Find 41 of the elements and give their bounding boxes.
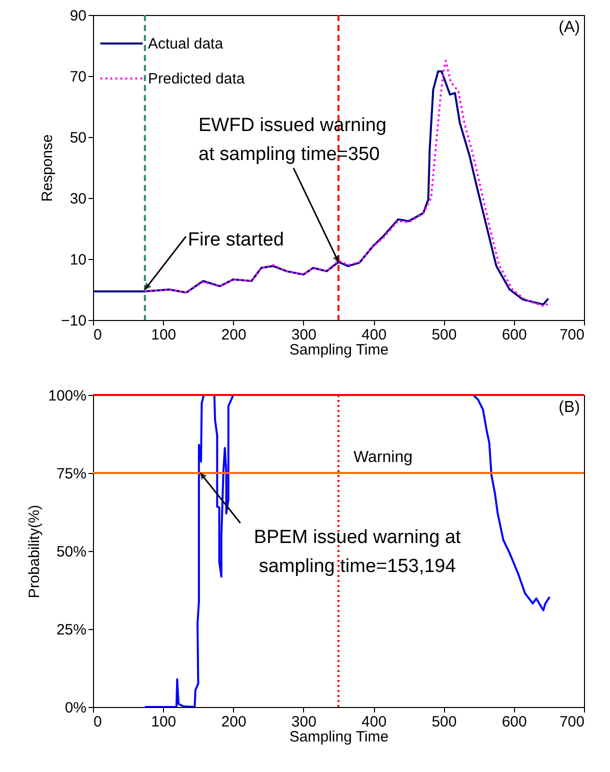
y-axis-title: Response xyxy=(39,134,56,202)
line-series xyxy=(144,60,550,308)
annotation: BPEM issued warning at sampling time=153,194 xyxy=(254,527,462,577)
y-tick-label: 0% xyxy=(64,700,86,716)
y-axis-title: Probability(%) xyxy=(26,504,44,598)
x-tick-label: 500 xyxy=(432,714,457,730)
y-tick-label: 100% xyxy=(48,388,86,404)
x-tick-label: 300 xyxy=(291,714,316,730)
y-tick-label: −10 xyxy=(61,312,86,330)
x-tick-label: 400 xyxy=(362,714,387,730)
x-tick-label: 400 xyxy=(362,326,387,344)
x-tick-label: 700 xyxy=(559,714,584,730)
x-axis-title: Sampling Time xyxy=(289,728,389,746)
x-tick-label: 600 xyxy=(502,326,527,344)
x-axis-title: Sampling Time xyxy=(289,342,389,358)
ref-line-label: Warning xyxy=(354,449,412,466)
annotation: (B) xyxy=(558,399,580,416)
x-tick-label: 100 xyxy=(151,326,176,344)
y-tick-label: 90 xyxy=(70,8,86,24)
y-tick-label: 10 xyxy=(70,252,86,268)
y-tick-label: 30 xyxy=(70,190,86,208)
x-tick-label: 700 xyxy=(559,326,584,344)
y-tick-label: 75% xyxy=(56,466,86,482)
x-tick-label: 500 xyxy=(432,326,457,344)
line-series xyxy=(93,70,550,306)
y-tick-label: 70 xyxy=(70,68,86,86)
y-tick-label: 25% xyxy=(56,622,86,638)
x-tick-label: 300 xyxy=(291,326,316,344)
annotation: Fire started xyxy=(188,230,284,250)
legend-label: Predicted data xyxy=(148,70,246,88)
x-tick-label: 200 xyxy=(221,714,246,730)
x-tick-label: 0 xyxy=(94,326,102,344)
x-tick-label: 100 xyxy=(151,714,176,730)
y-tick-label: 50 xyxy=(70,130,86,146)
legend-label: Actual data xyxy=(148,36,224,52)
annotation: EWFD issued warning at sampling time=350 xyxy=(198,115,386,166)
y-tick-label: 50% xyxy=(56,544,86,560)
x-tick-label: 0 xyxy=(94,714,102,730)
x-tick-label: 600 xyxy=(502,714,527,730)
annotation: (A) xyxy=(558,19,580,36)
x-tick-label: 200 xyxy=(221,326,246,344)
